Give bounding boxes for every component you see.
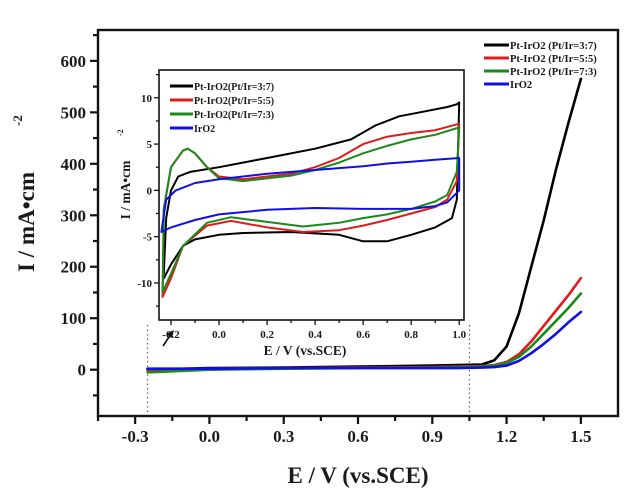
inset-x-tick-label: 0.8 [404,329,418,341]
series-line-iro2 [160,157,461,233]
main-x-axis: -0.3 0.0 0.3 0.6 0.9 1.2 1.5 [96,416,591,446]
main-x-tick-label: 1.5 [570,427,591,446]
main-y-tick-label: 0 [78,361,87,380]
main-y-tick-label: 100 [61,309,87,328]
legend-label: Pt-IrO2(Pt/Ir=7:3) [194,110,274,121]
inset-x-tick-label: 0.0 [212,329,226,341]
main-y-tick-label: 500 [61,103,87,122]
inset-y-axis-title-group: I / mA•cm -2 [116,129,133,219]
main-y-tick-label: 400 [61,155,87,174]
main-x-tick-label: -0.3 [122,427,149,446]
inset-y-tick-label: 5 [147,139,153,151]
inset-legend: Pt-IrO2(Pt/Ir=3:7) Pt-IrO2(Pt/Ir=5:5) Pt-I… [170,82,274,135]
main-y-axis: 0 100 200 300 400 500 600 [61,34,98,397]
inset-x-axis-title: E / V (vs.SCE) [264,343,347,358]
legend-label: IrO2 [194,124,215,135]
legend-label: Pt-IrO2 (Pt/Ir=3:7) [510,41,597,52]
main-y-axis-title-group: I / mA•cm -2 [10,115,39,272]
series-line-iro2 [146,310,583,370]
series-line-pt-iro2-pt-ir-7-3- [161,126,461,294]
inset-y-axis-title: I / mA•cm [118,160,133,219]
main-x-tick-label: 0.0 [199,427,220,446]
inset-y-axis-title-superscript: -2 [116,129,125,136]
main-x-tick-label: 0.6 [347,427,368,446]
main-legend: Pt-IrO2 (Pt/Ir=3:7) Pt-IrO2 (Pt/Ir=5:5) Pt… [484,41,597,91]
legend-label: IrO2 [510,80,532,91]
legend-label: Pt-IrO2(Pt/Ir=5:5) [194,96,274,107]
inset-y-tick-label: -10 [137,278,152,290]
legend-label: Pt-IrO2(Pt/Ir=3:7) [194,82,274,93]
inset-x-tick-label: 0.6 [356,329,370,341]
inset-y-tick-label: -5 [143,232,153,244]
legend-label: Pt-IrO2 (Pt/Ir=5:5) [510,54,597,65]
inset-plot-frame [158,69,465,321]
main-y-axis-title-superscript: -2 [10,115,25,126]
inset-arrow-head [166,330,174,338]
legend-label: Pt-IrO2 (Pt/Ir=7:3) [510,67,597,78]
main-y-tick-label: 200 [61,258,87,277]
main-x-tick-label: 0.3 [273,427,294,446]
inset-series-group [160,101,461,298]
zoom-window-markers [146,325,471,412]
main-series-group [146,77,583,374]
main-y-tick-label: 300 [61,206,87,225]
main-x-tick-label: 1.2 [496,427,517,446]
inset-x-tick-label: 0.2 [260,329,274,341]
inset-x-tick-label: 0.4 [308,329,322,341]
main-y-axis-title: I / mA•cm [14,172,39,272]
inset-y-tick-label: 10 [141,93,153,105]
main-y-tick-label: 600 [61,52,87,71]
inset-y-tick-label: 0 [147,185,153,197]
main-x-axis-title: E / V (vs.SCE) [287,463,428,488]
inset-y-axis: -10 -5 0 5 10 [137,73,159,307]
main-x-tick-label: 0.9 [422,427,443,446]
inset-x-tick-label: 1.0 [452,329,466,341]
inset-arrow [162,330,174,347]
